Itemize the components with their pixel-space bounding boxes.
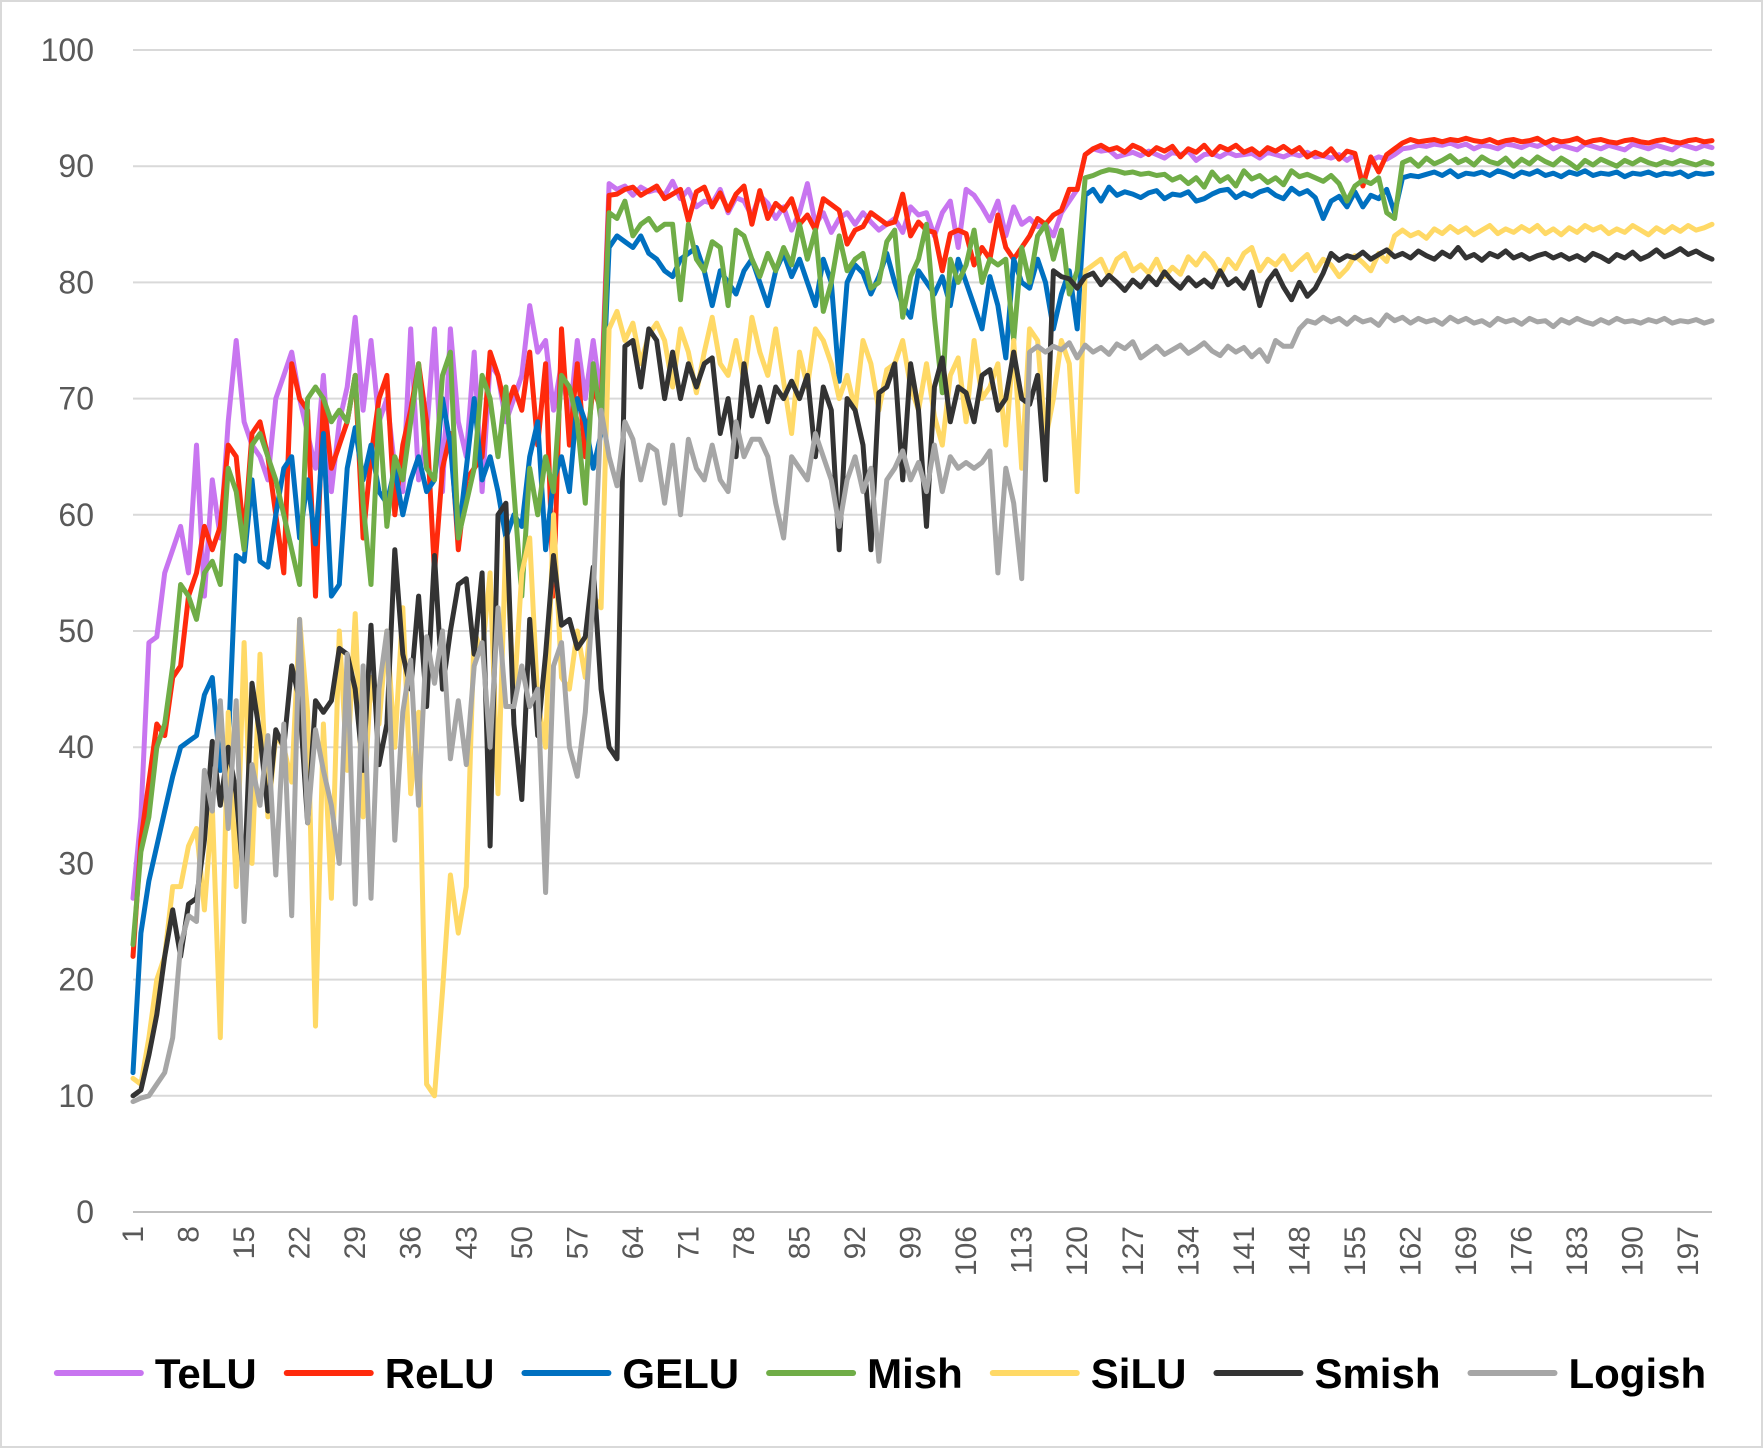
x-axis: 1 8 15 22 29 36 43 50 57 64 71 78 85 92 99 106 113 120 127… — [117, 1226, 1705, 1276]
x-tick-label: 22 — [284, 1226, 317, 1259]
x-tick-label: 162 — [1394, 1226, 1427, 1276]
x-tick-label: 176 — [1506, 1226, 1539, 1276]
plot-area — [130, 135, 1715, 1105]
x-tick-label: 71 — [672, 1226, 705, 1259]
x-tick-label: 113 — [1006, 1226, 1039, 1274]
legend-label: Logish — [1568, 1350, 1706, 1397]
x-tick-label: 50 — [506, 1226, 539, 1259]
y-tick-label: 80 — [58, 264, 94, 300]
y-tick-label: 20 — [58, 962, 94, 998]
legend-label: SiLU — [1091, 1350, 1187, 1397]
legend-label: Smish — [1314, 1350, 1440, 1397]
x-tick-label: 1 — [117, 1226, 150, 1243]
x-tick-label: 134 — [1172, 1226, 1205, 1276]
legend-label: Mish — [867, 1350, 963, 1397]
x-tick-label: 106 — [950, 1226, 983, 1276]
x-tick-label: 29 — [339, 1226, 372, 1259]
legend-label: TeLU — [155, 1350, 257, 1397]
y-tick-label: 50 — [58, 613, 94, 649]
y-tick-label: 100 — [41, 32, 94, 68]
gridlines — [133, 49, 1712, 1213]
x-tick-label: 78 — [728, 1226, 761, 1259]
legend: TeLU ReLU GELU Mish SiLU Smish Logish — [53, 1350, 1706, 1397]
x-tick-label: 190 — [1617, 1226, 1650, 1276]
y-axis: 0 10 20 30 40 50 60 70 80 90 100 — [41, 32, 94, 1230]
legend-item-telu: TeLU — [53, 1350, 257, 1397]
y-tick-label: 70 — [58, 381, 94, 417]
legend-item-smish: Smish — [1213, 1350, 1440, 1397]
x-tick-label: 15 — [228, 1226, 261, 1259]
y-tick-label: 30 — [58, 845, 94, 881]
y-tick-label: 0 — [76, 1194, 94, 1230]
x-tick-label: 85 — [784, 1226, 817, 1259]
legend-label: GELU — [622, 1350, 739, 1397]
y-tick-label: 40 — [58, 729, 94, 765]
y-tick-label: 60 — [58, 497, 94, 533]
x-tick-label: 169 — [1450, 1226, 1483, 1276]
series-line-silu — [130, 221, 1715, 1099]
legend-label: ReLU — [385, 1350, 495, 1397]
series-line-mish — [130, 153, 1715, 948]
x-tick-label: 64 — [617, 1226, 650, 1259]
x-tick-label: 8 — [173, 1226, 206, 1243]
legend-item-silu: SiLU — [989, 1350, 1187, 1397]
x-tick-label: 155 — [1339, 1226, 1372, 1276]
x-tick-label: 197 — [1672, 1226, 1705, 1276]
series-line-gelu — [130, 168, 1715, 1076]
x-tick-label: 183 — [1561, 1226, 1594, 1276]
x-tick-label: 57 — [561, 1226, 594, 1259]
x-tick-label: 92 — [839, 1226, 872, 1259]
x-tick-label: 141 — [1228, 1226, 1261, 1276]
y-tick-label: 10 — [58, 1078, 94, 1114]
x-tick-label: 99 — [895, 1226, 928, 1259]
x-tick-label: 43 — [450, 1226, 483, 1259]
legend-item-mish: Mish — [766, 1350, 963, 1397]
x-tick-label: 148 — [1283, 1226, 1316, 1276]
series-line-logish — [130, 312, 1715, 1105]
x-tick-label: 120 — [1061, 1226, 1094, 1276]
y-tick-label: 90 — [58, 148, 94, 184]
x-tick-label: 36 — [395, 1226, 428, 1259]
legend-item-logish: Logish — [1467, 1350, 1706, 1397]
legend-item-relu: ReLU — [283, 1350, 495, 1397]
legend-item-gelu: GELU — [521, 1350, 739, 1397]
series-line-relu — [130, 135, 1715, 959]
x-tick-label: 127 — [1117, 1226, 1150, 1276]
